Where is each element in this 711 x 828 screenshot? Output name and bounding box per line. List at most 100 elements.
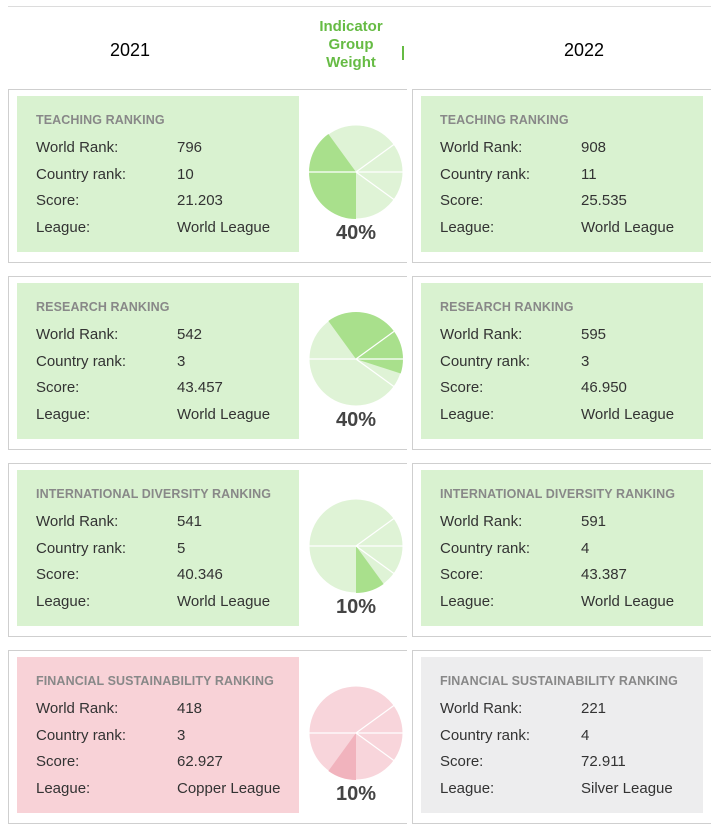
ranking-card-2022: INTERNATIONAL DIVERSITY RANKING World Ran… bbox=[421, 470, 703, 626]
card-title: TEACHING RANKING bbox=[440, 113, 569, 127]
ranking-card-2021: RESEARCH RANKING World Rank: 542 Country ra… bbox=[17, 283, 299, 439]
league-value: World League bbox=[177, 219, 271, 236]
world-rank-label: World Rank: bbox=[440, 326, 523, 343]
league-label: League: bbox=[440, 406, 495, 423]
league-value: Copper League bbox=[177, 780, 281, 797]
card-title: INTERNATIONAL DIVERSITY RANKING bbox=[36, 487, 272, 501]
league-value: World League bbox=[581, 593, 675, 610]
world-rank-value: 908 bbox=[581, 139, 607, 156]
score-label: Score: bbox=[36, 379, 80, 396]
weight-percentage: 10% bbox=[335, 783, 377, 805]
score-label: Score: bbox=[440, 379, 484, 396]
weight-pie-chart bbox=[308, 311, 404, 407]
pie-slice-divider bbox=[355, 143, 395, 173]
weight-title-line: Weight bbox=[326, 54, 376, 71]
country-rank-value: 5 bbox=[177, 540, 186, 557]
world-rank-label: World Rank: bbox=[440, 139, 523, 156]
country-rank-label: Country rank: bbox=[36, 166, 127, 183]
world-rank-value: 796 bbox=[177, 139, 203, 156]
world-rank-label: World Rank: bbox=[36, 326, 119, 343]
ranking-card-2021: TEACHING RANKING World Rank: 796 Country ra… bbox=[17, 96, 299, 252]
weight-pie-chart bbox=[308, 124, 404, 220]
weight-pie-chart bbox=[308, 685, 404, 781]
ranking-card-2021: FINANCIAL SUSTAINABILITY RANKING World Ra… bbox=[17, 657, 299, 813]
card-title: RESEARCH RANKING bbox=[440, 300, 574, 314]
score-label: Score: bbox=[36, 566, 80, 583]
world-rank-label: World Rank: bbox=[36, 513, 119, 530]
pie-weight-slice bbox=[328, 312, 403, 374]
league-label: League: bbox=[36, 406, 91, 423]
world-rank-value: 221 bbox=[581, 700, 607, 717]
country-rank-label: Country rank: bbox=[36, 353, 127, 370]
score-value: 46.950 bbox=[581, 379, 627, 396]
ranking-card-2021: INTERNATIONAL DIVERSITY RANKING World Ran… bbox=[17, 470, 299, 626]
year-header-2022: 2022 bbox=[563, 40, 605, 60]
pie-slice-divider bbox=[355, 517, 395, 547]
country-rank-label: Country rank: bbox=[440, 353, 531, 370]
country-rank-value: 4 bbox=[581, 727, 590, 744]
league-label: League: bbox=[440, 593, 495, 610]
score-value: 62.927 bbox=[177, 753, 223, 770]
score-value: 40.346 bbox=[177, 566, 223, 583]
score-label: Score: bbox=[36, 192, 80, 209]
world-rank-label: World Rank: bbox=[440, 513, 523, 530]
weight-pie-chart bbox=[308, 498, 404, 594]
league-label: League: bbox=[36, 219, 91, 236]
country-rank-value: 11 bbox=[581, 166, 597, 183]
country-rank-value: 3 bbox=[177, 727, 186, 744]
weight-column-header: Indicator Group Weight bbox=[306, 18, 396, 72]
ranking-card-2022: RESEARCH RANKING World Rank: 595 Country ra… bbox=[421, 283, 703, 439]
pie-slice-divider bbox=[355, 330, 395, 360]
league-value: World League bbox=[581, 219, 675, 236]
score-value: 72.911 bbox=[581, 753, 626, 770]
world-rank-value: 418 bbox=[177, 700, 203, 717]
weight-title-line: Indicator bbox=[319, 18, 383, 35]
weight-title-line: Group bbox=[328, 36, 374, 53]
card-title: FINANCIAL SUSTAINABILITY RANKING bbox=[440, 674, 678, 688]
ranking-card-2022: FINANCIAL SUSTAINABILITY RANKING World Ra… bbox=[421, 657, 703, 813]
league-label: League: bbox=[440, 780, 495, 797]
score-value: 43.457 bbox=[177, 379, 223, 396]
column-divider-tick bbox=[402, 46, 404, 60]
pie-slice-divider bbox=[355, 732, 395, 762]
score-value: 25.535 bbox=[581, 192, 627, 209]
world-rank-label: World Rank: bbox=[36, 700, 119, 717]
year-header-2021: 2021 bbox=[109, 40, 151, 60]
country-rank-label: Country rank: bbox=[440, 166, 531, 183]
country-rank-label: Country rank: bbox=[440, 727, 531, 744]
league-label: League: bbox=[440, 219, 495, 236]
country-rank-value: 10 bbox=[177, 166, 194, 183]
weight-percentage: 40% bbox=[335, 409, 377, 431]
world-rank-value: 595 bbox=[581, 326, 607, 343]
pie-slice-divider bbox=[355, 704, 395, 734]
country-rank-value: 3 bbox=[177, 353, 186, 370]
pie-slice-divider bbox=[355, 545, 395, 575]
card-title: TEACHING RANKING bbox=[36, 113, 165, 127]
weight-percentage: 40% bbox=[335, 222, 377, 244]
country-rank-value: 4 bbox=[581, 540, 590, 557]
pie-slice-divider bbox=[355, 358, 395, 388]
country-rank-value: 3 bbox=[581, 353, 590, 370]
league-value: World League bbox=[177, 406, 271, 423]
card-title: INTERNATIONAL DIVERSITY RANKING bbox=[440, 487, 676, 501]
pie-slice-divider bbox=[355, 171, 395, 201]
world-rank-label: World Rank: bbox=[36, 139, 119, 156]
league-value: World League bbox=[177, 593, 271, 610]
card-title: FINANCIAL SUSTAINABILITY RANKING bbox=[36, 674, 274, 688]
country-rank-label: Country rank: bbox=[440, 540, 531, 557]
score-label: Score: bbox=[36, 753, 80, 770]
pie-weight-slice bbox=[309, 133, 356, 219]
weight-percentage: 10% bbox=[335, 596, 377, 618]
league-value: World League bbox=[581, 406, 675, 423]
league-label: League: bbox=[36, 780, 91, 797]
card-title: RESEARCH RANKING bbox=[36, 300, 170, 314]
country-rank-label: Country rank: bbox=[36, 727, 127, 744]
score-value: 43.387 bbox=[581, 566, 627, 583]
pie-weight-slice bbox=[328, 733, 356, 780]
country-rank-label: Country rank: bbox=[36, 540, 127, 557]
world-rank-value: 591 bbox=[581, 513, 607, 530]
score-label: Score: bbox=[440, 753, 484, 770]
world-rank-value: 542 bbox=[177, 326, 203, 343]
score-value: 21.203 bbox=[177, 192, 223, 209]
league-label: League: bbox=[36, 593, 91, 610]
